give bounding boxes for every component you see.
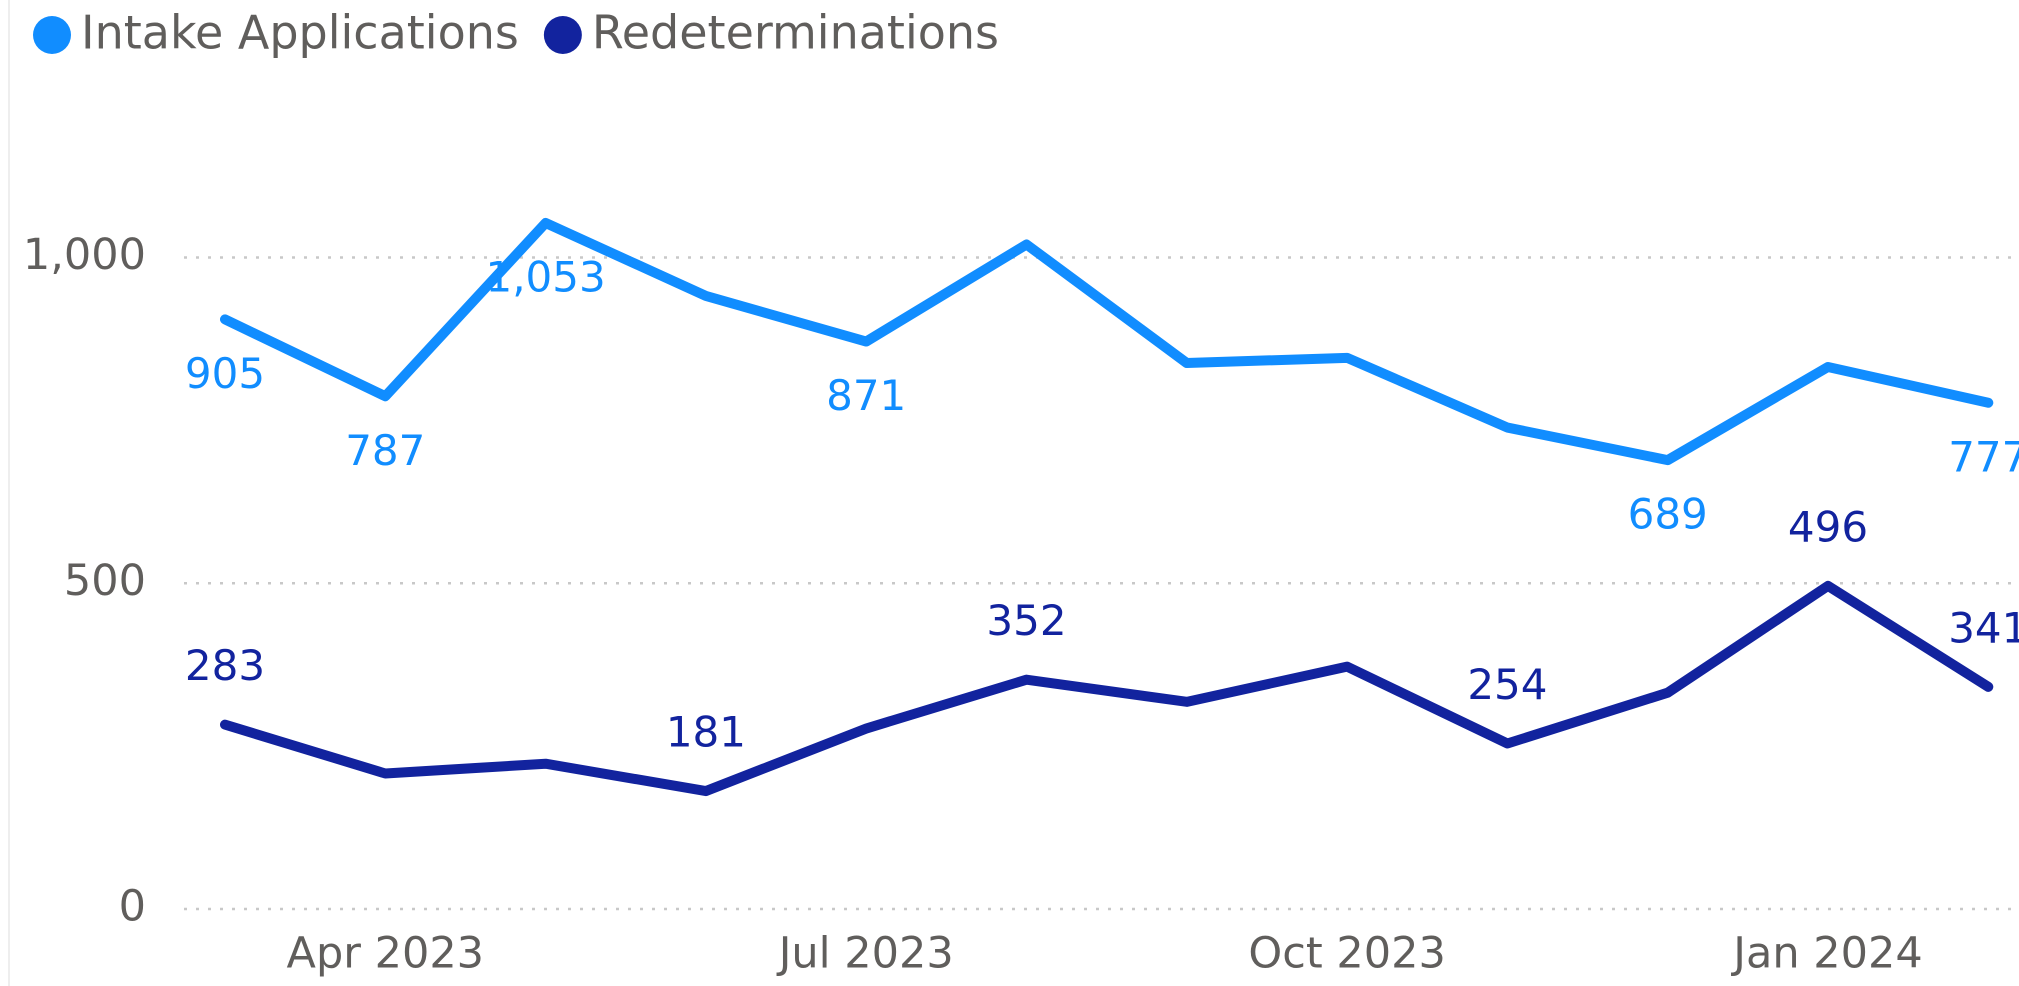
data-label: 905 [185, 349, 265, 398]
data-label: 496 [1788, 502, 1868, 551]
data-label: 689 [1628, 490, 1708, 539]
data-label: 283 [185, 641, 265, 690]
series-line [220, 580, 1994, 797]
y-tick-label: 500 [64, 556, 146, 606]
data-label: 181 [666, 708, 746, 757]
data-label: 352 [986, 596, 1066, 645]
y-tick-label: 1,000 [23, 230, 146, 280]
y-tick-label: 0 [119, 882, 146, 932]
data-label: 787 [345, 426, 425, 475]
x-tick-label: Jan 2024 [1730, 929, 1922, 979]
data-label: 777 [1948, 432, 2019, 481]
x-tick-label: Apr 2023 [287, 929, 485, 979]
legend-label: Redeterminations [592, 6, 999, 60]
x-tick-label: Jul 2023 [776, 929, 954, 979]
data-label: 254 [1467, 660, 1547, 709]
data-label: 341 [1948, 603, 2019, 652]
x-tick-label: Oct 2023 [1248, 929, 1445, 979]
legend-marker [33, 16, 71, 54]
data-label: 1,053 [485, 252, 605, 301]
legend-label: Intake Applications [81, 6, 519, 60]
series-line [220, 217, 1994, 466]
data-label: 871 [826, 371, 906, 420]
legend-marker [543, 16, 582, 54]
